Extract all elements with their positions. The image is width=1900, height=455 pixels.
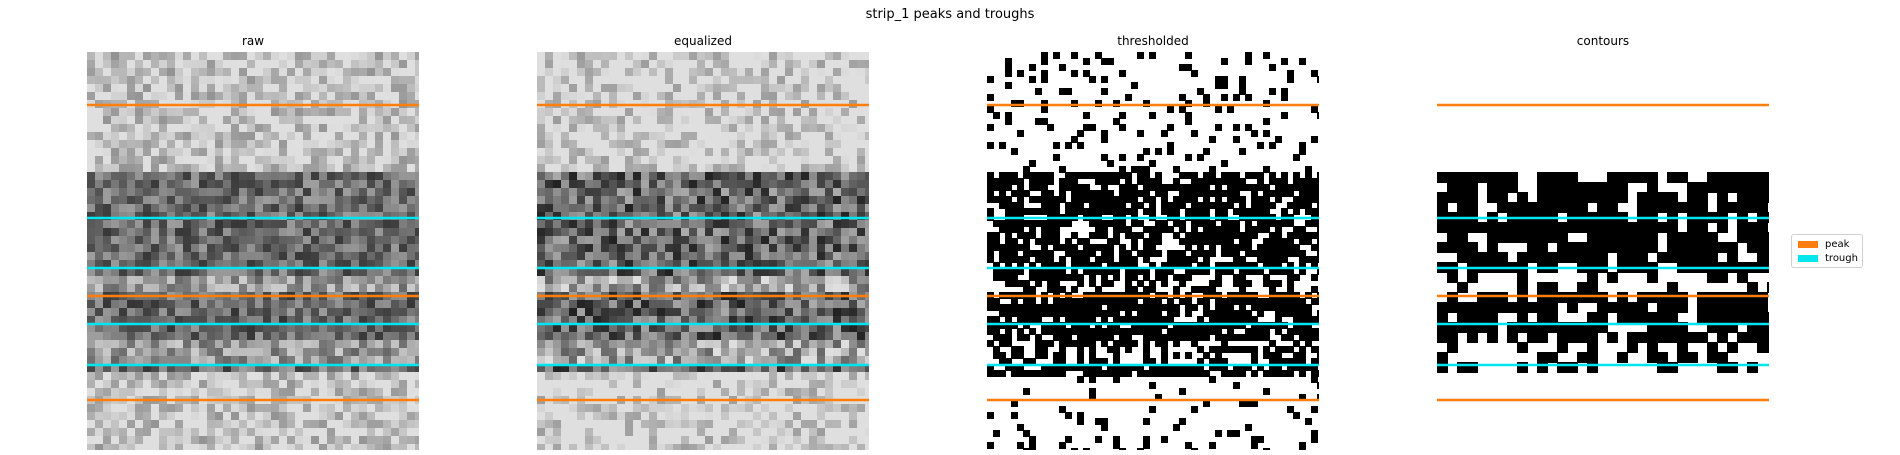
- legend-item-peak: peak: [1798, 238, 1849, 251]
- legend: peak trough: [1791, 234, 1863, 268]
- panel-title-thresholded: thresholded: [1117, 34, 1189, 48]
- panel-equalized: [537, 52, 869, 450]
- legend-swatch-trough: [1798, 255, 1818, 262]
- legend-item-trough: trough: [1798, 252, 1858, 265]
- panel-image-raw: [87, 52, 419, 450]
- panel-image-equalized: [537, 52, 869, 450]
- panel-title-equalized: equalized: [674, 34, 732, 48]
- panel-image-contours: [1437, 52, 1769, 450]
- panel-title-contours: contours: [1576, 34, 1630, 48]
- panel-thresholded: [987, 52, 1319, 450]
- panel-image-thresholded: [987, 52, 1319, 450]
- legend-swatch-peak: [1798, 241, 1818, 248]
- panel-title-raw: raw: [241, 34, 265, 48]
- figure-title: strip_1 peaks and troughs: [865, 7, 1035, 22]
- panel-contours: [1437, 52, 1769, 450]
- legend-label-trough: trough: [1825, 253, 1858, 264]
- panel-raw: [87, 52, 419, 450]
- legend-label-peak: peak: [1825, 239, 1850, 250]
